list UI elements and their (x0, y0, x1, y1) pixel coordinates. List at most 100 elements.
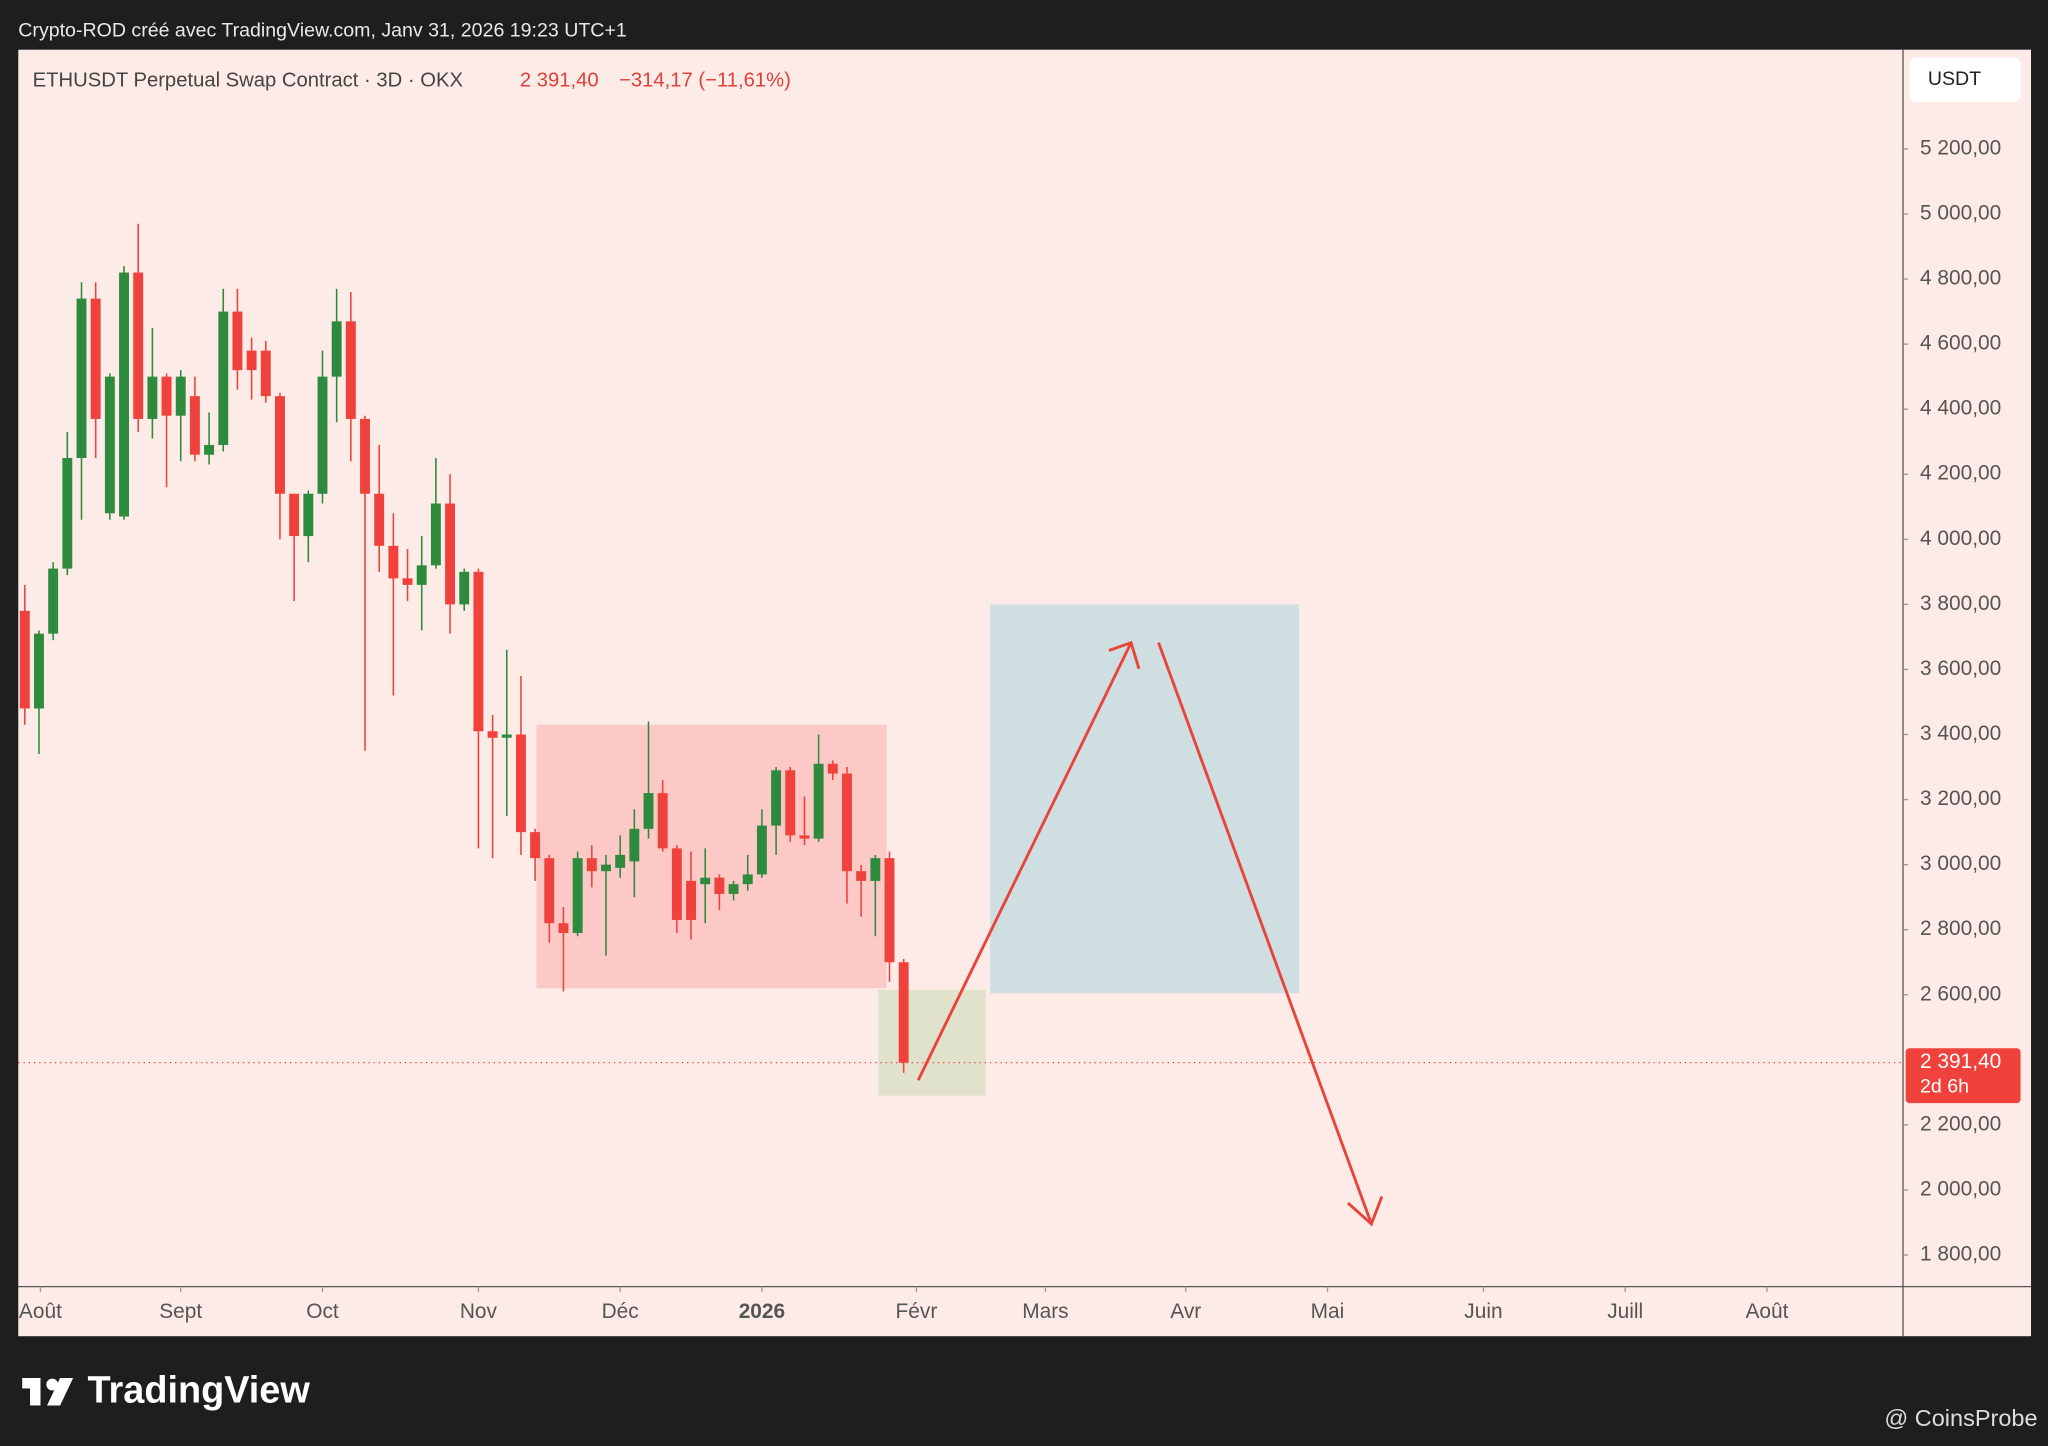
y-tick-label: 5 200,00 (1920, 136, 2001, 159)
candle-body (19, 610, 30, 709)
header-change: −314,17 (−11,61%) (619, 69, 791, 91)
candle-body (62, 457, 73, 569)
candle-body (572, 858, 583, 933)
candle-body (34, 633, 44, 709)
brand: TradingView (88, 1369, 311, 1411)
x-tick-label: Mai (1311, 1300, 1345, 1323)
candle-body (374, 493, 385, 546)
candle-body (161, 376, 172, 416)
x-tick-label: Juill (1607, 1300, 1643, 1323)
y-tick-label: 4 600,00 (1920, 332, 2001, 355)
candle-body (473, 571, 484, 732)
candle-body (657, 793, 668, 849)
candle-body (430, 503, 441, 566)
y-tick-label: 2 600,00 (1920, 982, 2001, 1005)
candle-body (90, 298, 101, 419)
candle-body (289, 493, 300, 537)
x-tick-label: Avr (1170, 1300, 1201, 1323)
arrows (916, 640, 1384, 1227)
watermark: @ CoinsProbe (1884, 1405, 2037, 1431)
candle-body (189, 396, 200, 455)
zone (878, 989, 986, 1096)
candle-body (360, 418, 370, 494)
candle-body (671, 848, 682, 920)
candle-body (119, 272, 129, 517)
y-tick-label: 1 800,00 (1920, 1243, 2001, 1266)
candle-body (700, 877, 711, 885)
candle-body (742, 874, 753, 885)
y-tick-label: 4 200,00 (1920, 462, 2001, 485)
candle-body (799, 835, 810, 839)
candle-body (813, 763, 824, 839)
candle-body (530, 832, 541, 859)
candle-body (615, 854, 626, 868)
x-tick-label: Août (19, 1300, 62, 1323)
x-tick-label: Août (1745, 1300, 1788, 1323)
currency: USDT (1928, 68, 1981, 90)
candle-body (601, 864, 611, 872)
arrow-head (1108, 640, 1141, 670)
candle-body (104, 376, 115, 514)
candle-body (785, 770, 796, 836)
arrow-head (1346, 1195, 1384, 1227)
candle-body (445, 503, 456, 605)
candle-body (856, 871, 867, 881)
y-tick-label: 3 200,00 (1920, 787, 2001, 810)
candle-body (388, 545, 399, 579)
candle-body (771, 770, 782, 826)
x-tick-label: Sept (159, 1300, 202, 1323)
candle-body (147, 376, 158, 419)
candle-body (133, 272, 144, 419)
y-tick-label: 2 800,00 (1920, 917, 2001, 940)
x-tick-label: Déc (602, 1300, 639, 1323)
candle-body (331, 321, 342, 377)
arrow-up (916, 642, 1133, 1081)
x-tick-label: Mars (1022, 1300, 1068, 1323)
y-tick-label: 3 600,00 (1920, 657, 2001, 680)
x-tick-label: Nov (460, 1300, 498, 1323)
y-tick-label: 3 000,00 (1920, 852, 2001, 875)
currency-box[interactable] (1909, 57, 2021, 102)
candle-body (175, 376, 186, 416)
candle-body (756, 825, 767, 875)
candle-body (260, 350, 271, 397)
candle-body (246, 350, 257, 371)
candle-body (416, 565, 427, 585)
candle-body (884, 858, 895, 963)
candle-body (870, 858, 881, 881)
candle-body (345, 321, 356, 419)
y-tick-label: 3 800,00 (1920, 592, 2001, 615)
y-tick-label: 2 200,00 (1920, 1112, 2001, 1135)
candle-body (898, 962, 909, 1063)
brand-logo (22, 1378, 74, 1406)
candle-body (303, 493, 314, 537)
candle-body (586, 858, 597, 872)
candle-body (76, 298, 87, 458)
candle-body (515, 734, 526, 833)
candle-body (714, 877, 725, 894)
header-price: 2 391,40 (520, 69, 599, 91)
candle-body (402, 578, 413, 585)
x-tick-label: Oct (306, 1300, 339, 1323)
y-tick-label: 2 000,00 (1920, 1177, 2001, 1200)
x-tick-label: 2026 (739, 1300, 785, 1323)
countdown: 2d 6h (1920, 1076, 1969, 1098)
candle-body (48, 568, 59, 634)
last-price-box (1905, 1048, 2021, 1104)
candle-body (558, 923, 569, 933)
candle-body (501, 734, 512, 738)
candle-body (232, 311, 243, 371)
candle-body (459, 571, 470, 605)
candle-body (629, 828, 640, 862)
candle-body (728, 884, 739, 894)
y-tick-label: 5 000,00 (1920, 202, 2001, 225)
candle-body (274, 396, 285, 494)
y-tick-label: 3 400,00 (1920, 722, 2001, 745)
candle-body (317, 376, 328, 494)
candle-body (686, 880, 697, 920)
y-tick-label: 4 400,00 (1920, 397, 2001, 420)
candle-body (204, 444, 215, 455)
zone (990, 604, 1300, 994)
x-tick-label: Juin (1464, 1300, 1502, 1323)
